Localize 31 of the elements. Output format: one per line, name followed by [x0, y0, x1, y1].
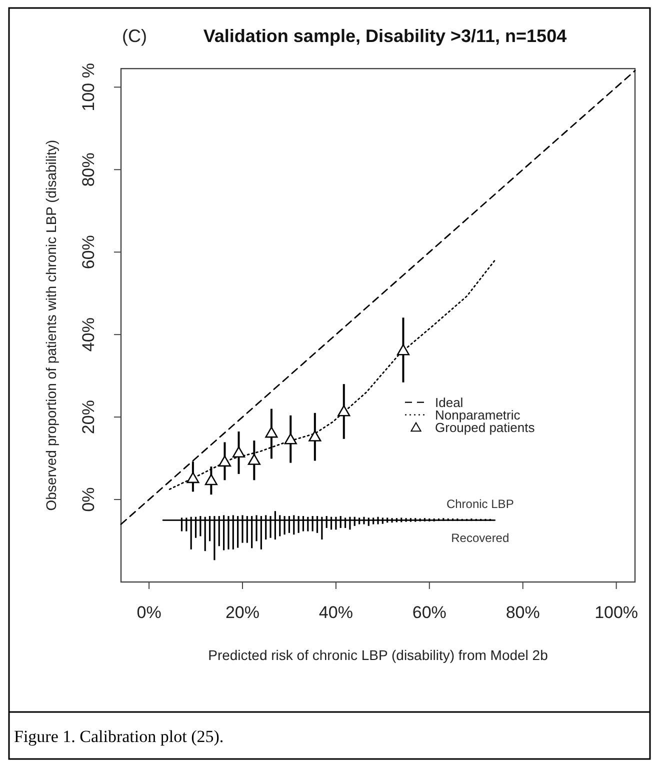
point — [265, 426, 278, 438]
y-tick-label: 80% — [79, 152, 98, 187]
caption: Figure 1. Calibration plot (25). — [14, 727, 224, 746]
x-tick-label: 80% — [506, 603, 540, 622]
x-tick-label: 40% — [318, 603, 353, 622]
y-tick-label: 20% — [79, 400, 98, 434]
point — [186, 472, 200, 484]
y-tick-label: 0% — [79, 487, 98, 512]
y-tick-label: 60% — [79, 235, 98, 270]
x-axis-title: Predicted risk of chronic LBP (disability) from Model 2b — [208, 647, 548, 663]
legend-label: Ideal — [435, 394, 464, 410]
point — [338, 405, 350, 416]
point — [204, 474, 218, 486]
x-tick-label: 20% — [225, 603, 260, 622]
point — [218, 456, 232, 467]
y-tick-label: 100 % — [79, 63, 98, 112]
x-tick-label: 60% — [412, 603, 446, 622]
point — [284, 433, 297, 444]
y-axis-title: Observed proportion of patients with chronic LBP (disability) — [43, 140, 59, 511]
point — [248, 454, 260, 465]
point — [232, 446, 246, 458]
x-tick-label: 0% — [136, 603, 162, 622]
legend-label: Nonparametric — [435, 407, 521, 422]
point — [308, 430, 322, 442]
series-label: Recovered — [451, 531, 510, 546]
text: (C) — [122, 26, 147, 46]
series-label: Chronic LBP — [446, 497, 514, 512]
x-tick-label: 100% — [594, 603, 638, 622]
chart-title: Validation sample, Disability >3/11, n=1504 — [203, 26, 567, 46]
point — [396, 344, 410, 356]
y-tick-label: 40% — [79, 318, 98, 352]
